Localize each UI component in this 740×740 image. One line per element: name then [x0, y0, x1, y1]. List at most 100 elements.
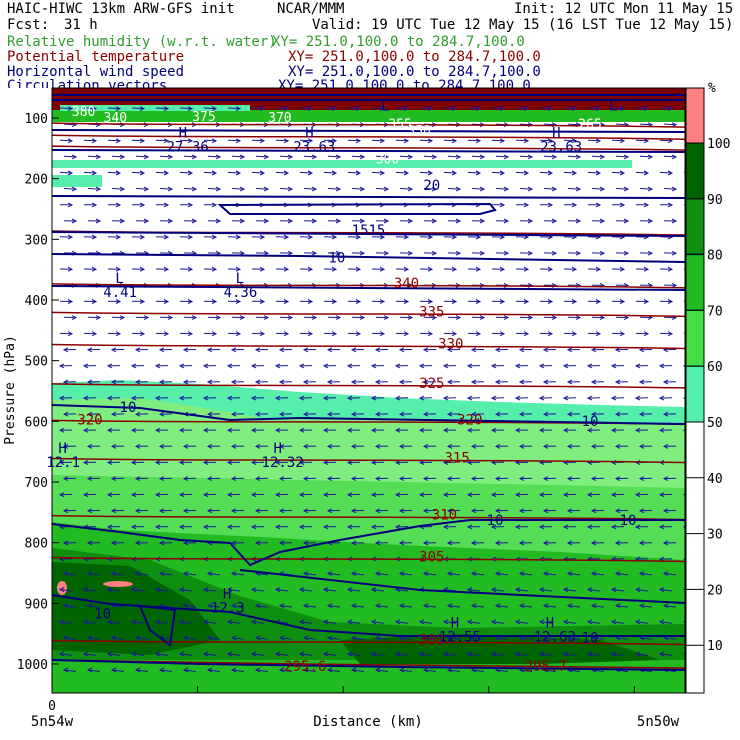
wind-speed-contour: [52, 659, 685, 671]
wind-vector-head: [418, 363, 425, 369]
wind-vector-head: [475, 106, 482, 112]
wind-vector-head: [115, 299, 122, 304]
wind-vector: [539, 621, 553, 624]
wind-vector-head: [298, 651, 305, 657]
y-tick-label: 900: [25, 597, 48, 612]
field-name-wind: Horizontal wind speed: [7, 64, 185, 80]
wind-vector-head: [394, 492, 401, 498]
wind-vector: [255, 637, 269, 640]
wind-vector: [347, 107, 361, 110]
wind-vector-head: [274, 395, 281, 401]
wind-vector-head: [154, 619, 161, 625]
wind-vector-head: [163, 299, 170, 304]
theta-contour-line: [52, 134, 685, 140]
wind-vector-head: [86, 540, 93, 546]
wind-vector-head: [239, 186, 246, 192]
wind-vector-head: [499, 266, 506, 272]
wind-vector-head: [586, 587, 593, 592]
wind-vector: [323, 589, 337, 592]
wind-vector: [111, 155, 125, 158]
wind-vector-head: [191, 186, 198, 192]
wind-vector: [471, 572, 485, 576]
wind-speed-label: 10: [94, 606, 111, 622]
wind-vector-head: [398, 540, 405, 546]
wind-vector-head: [95, 154, 102, 160]
wind-vector-head: [254, 476, 261, 482]
wind-vector: [567, 155, 581, 158]
wind-vector-head: [235, 138, 242, 144]
colorbar-swatch: [685, 198, 705, 255]
wind-vector-head: [455, 250, 462, 256]
wind-vector: [467, 653, 481, 656]
wind-vector: [663, 637, 677, 640]
wind-vector-head: [643, 106, 650, 112]
wind-vector: [495, 155, 509, 158]
wind-vector-head: [302, 570, 309, 576]
wind-vector: [639, 155, 653, 158]
wind-vector-head: [451, 234, 458, 240]
wind-vector-head: [547, 138, 554, 144]
wind-vector-head: [614, 347, 621, 353]
wind-vector-head: [158, 540, 165, 546]
colorbar-unit: %: [708, 81, 716, 96]
wind-vector: [231, 572, 245, 576]
wind-vector-head: [58, 363, 65, 369]
wind-vector-head: [398, 508, 405, 514]
wind-vector: [207, 188, 221, 190]
wind-vector-head: [359, 154, 366, 160]
wind-vector-head: [302, 443, 309, 449]
wind-vector-head: [475, 170, 482, 176]
theta-label: 335: [419, 304, 444, 320]
wind-vector: [543, 572, 557, 576]
wind-vector-head: [398, 443, 405, 449]
wind-vector-head: [571, 299, 578, 304]
wind-vector: [251, 139, 265, 142]
wind-vector-head: [278, 667, 285, 673]
wind-vector: [303, 605, 317, 608]
wind-vector-head: [383, 250, 390, 256]
wind-vector-head: [259, 106, 266, 112]
wind-vector-head: [490, 619, 497, 625]
wind-vector-head: [230, 635, 237, 641]
wind-vector-head: [154, 427, 161, 433]
wind-vector-head: [595, 202, 602, 208]
wind-vector-head: [331, 138, 338, 144]
wind-vector-head: [394, 524, 401, 530]
wind-vector-head: [278, 603, 285, 609]
wind-vector-head: [470, 411, 477, 417]
wind-vector-head: [418, 460, 425, 465]
wind-vector-head: [326, 476, 333, 482]
wind-vector-head: [182, 570, 189, 576]
wind-vector-head: [662, 476, 669, 482]
wind-vector-head: [259, 138, 266, 144]
extremum-value: 23.63: [540, 139, 582, 155]
wind-vector-head: [394, 363, 401, 369]
wind-vector-head: [115, 106, 122, 112]
wind-vector-head: [427, 299, 434, 304]
wind-vector-head: [206, 508, 213, 514]
colorbar-tick-label: 70: [707, 304, 723, 319]
wind-vector-head: [230, 411, 237, 417]
wind-vector-head: [422, 476, 429, 482]
wind-vector-head: [187, 138, 194, 144]
wind-vector: [251, 171, 265, 174]
wind-vector: [63, 155, 77, 158]
wind-vector-head: [479, 250, 486, 256]
wind-vector-head: [398, 379, 405, 385]
wind-vector-head: [91, 106, 98, 112]
wind-vector-head: [254, 508, 261, 514]
wind-vector-head: [326, 347, 333, 353]
wind-vector-head: [374, 411, 381, 417]
rh-filled-contours: [52, 88, 685, 693]
wind-vector-head: [518, 476, 525, 482]
wind-vector-head: [67, 170, 74, 176]
upper-label: 300: [376, 152, 399, 167]
wind-vector-head: [494, 347, 501, 353]
wind-vector-head: [658, 651, 665, 657]
wind-vector-head: [350, 379, 357, 385]
wind-vector-head: [119, 154, 126, 160]
wind-vector: [303, 572, 317, 576]
wind-vector-head: [647, 186, 654, 192]
wind-vector-head: [547, 299, 554, 304]
wind-vector-head: [446, 443, 453, 449]
